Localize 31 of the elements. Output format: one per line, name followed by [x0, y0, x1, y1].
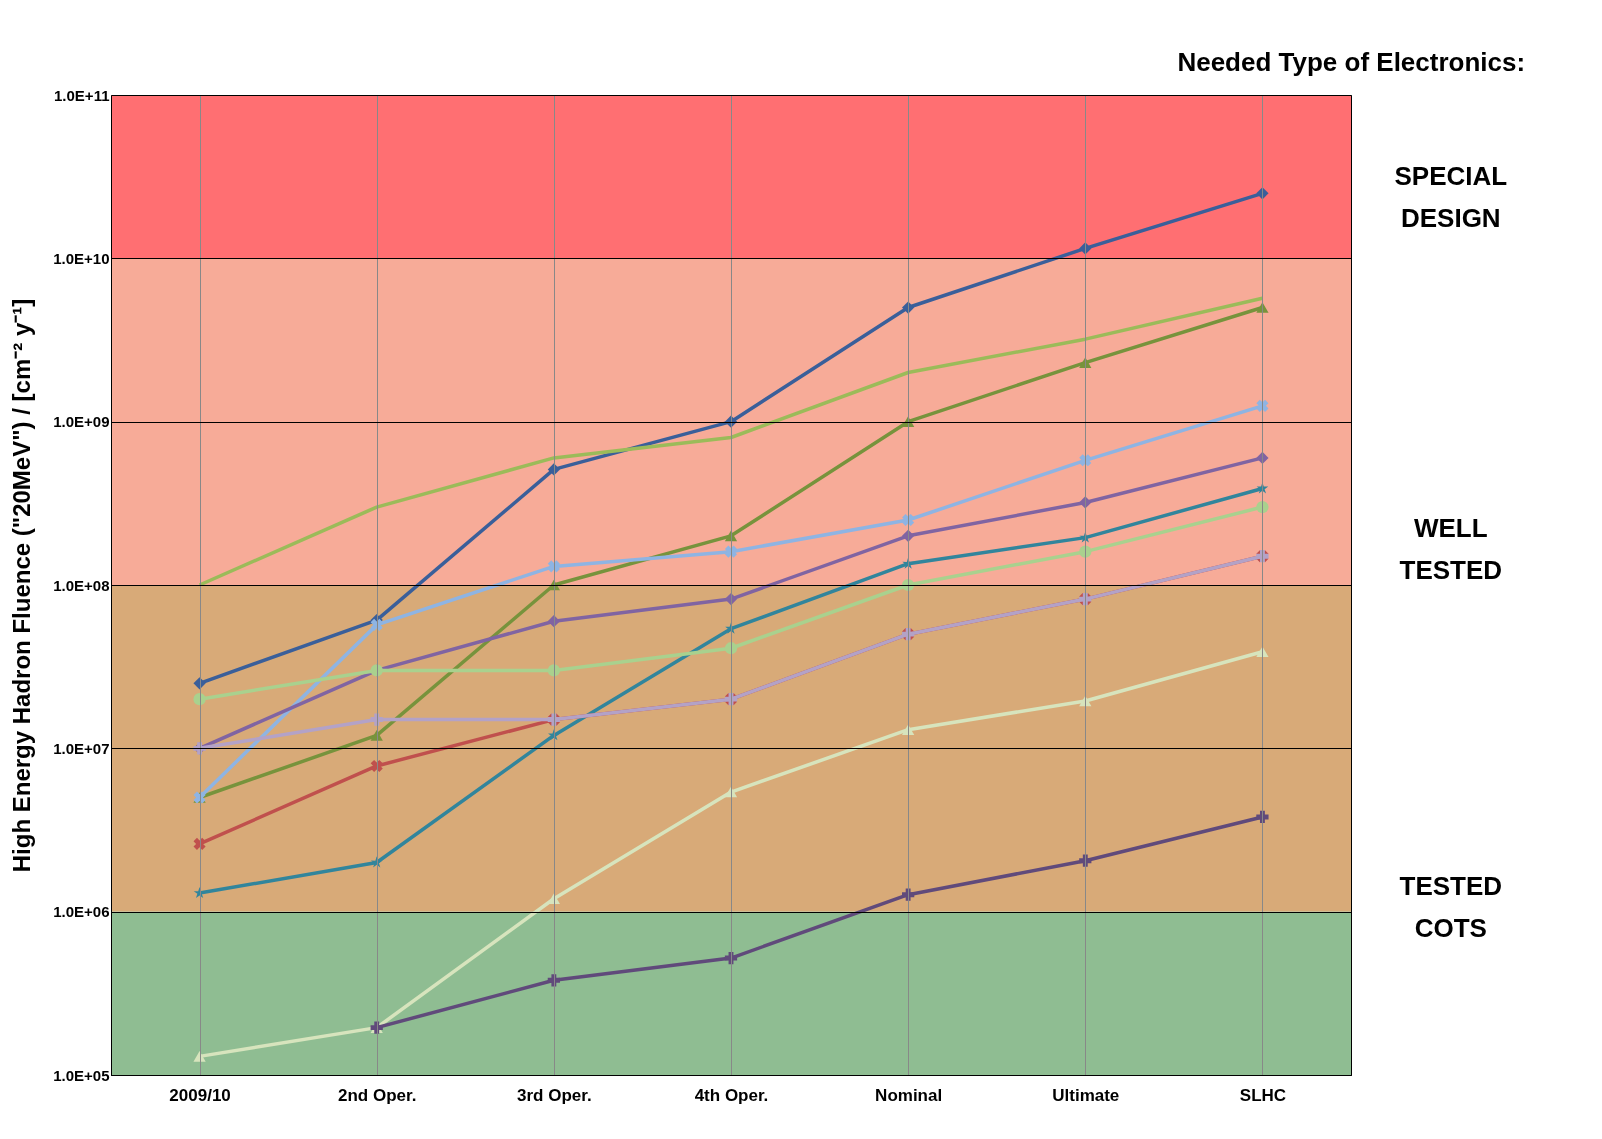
y-axis-title: High Energy Hadron Fluence ("20MeV") / [cm⁻² y⁻¹]	[8, 298, 36, 873]
point	[902, 513, 915, 527]
x-tick-label: 2009/10	[169, 1085, 231, 1105]
point	[370, 618, 383, 631]
y-tick-label: 1.0E+09	[53, 413, 110, 431]
text: Needed Type of Electronics:	[1177, 47, 1526, 77]
y-tick-label: 1.0E+05	[53, 1066, 110, 1084]
line-series	[197, 296, 1265, 587]
y-tick-label: 1.0E+10	[53, 249, 110, 267]
point	[724, 545, 738, 558]
point	[370, 730, 383, 741]
x-tick-label: SLHC	[1239, 1085, 1287, 1105]
point	[370, 713, 383, 726]
y-tick-label: 1.0E+06	[53, 903, 110, 921]
point	[724, 592, 738, 606]
point	[1256, 399, 1269, 412]
y-tick-label: 1.0E+07	[53, 739, 110, 757]
y-tick-label: 1.0E+11	[54, 86, 110, 104]
x-tick-label: 3rd Oper.	[517, 1085, 592, 1105]
point	[193, 1051, 206, 1062]
point	[1079, 454, 1092, 467]
point	[370, 759, 383, 773]
x-tick-label: Ultimate	[1052, 1085, 1120, 1105]
x-tick-label: 2nd Oper.	[338, 1085, 417, 1105]
x-tick-label: 4th Oper.	[694, 1085, 769, 1105]
point	[193, 837, 206, 850]
x-tick-label: Nominal	[875, 1085, 943, 1105]
y-tick-label: 1.0E+08	[53, 576, 110, 594]
text: SPECIAL DESIGN	[1394, 160, 1508, 233]
text: TESTED COTS	[1399, 871, 1503, 944]
text: WELL TESTED	[1399, 513, 1503, 586]
